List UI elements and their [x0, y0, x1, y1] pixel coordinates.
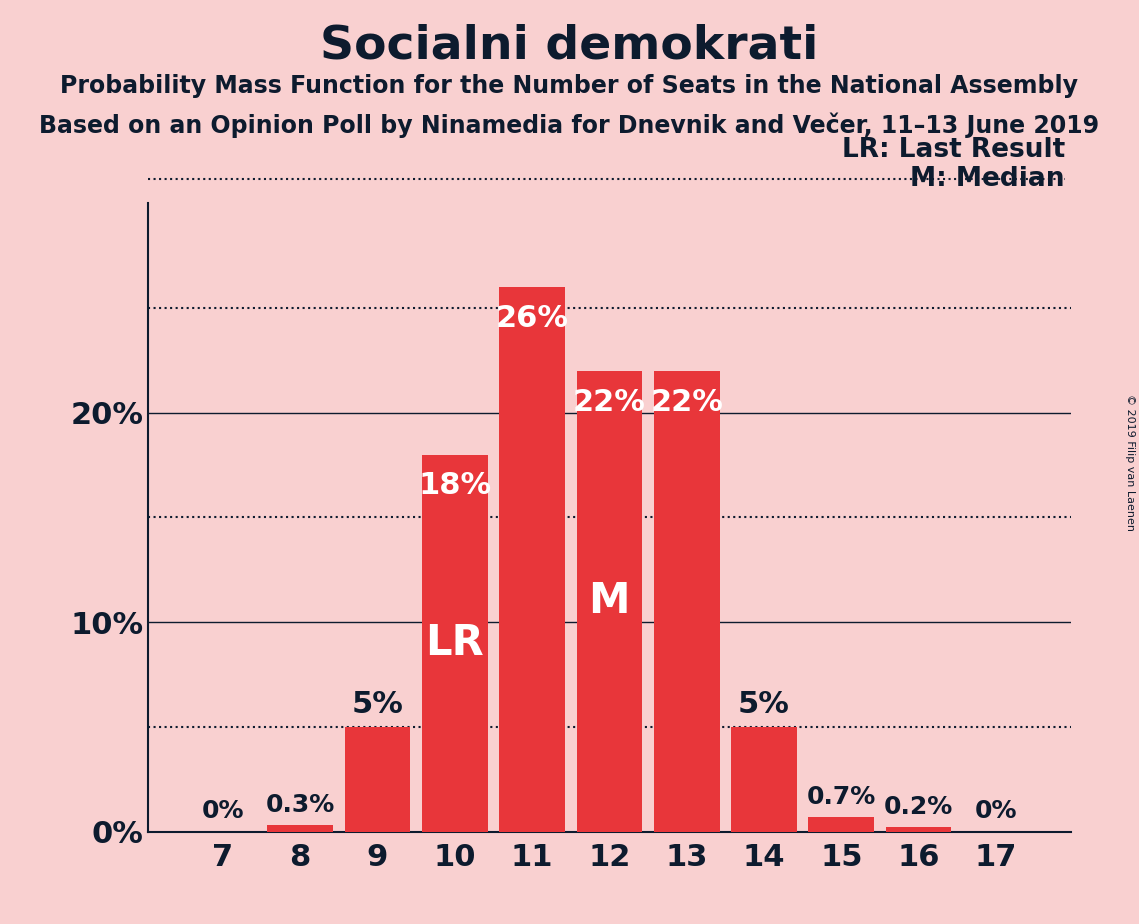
- Bar: [421, 455, 487, 832]
- Bar: [499, 287, 565, 832]
- Bar: [576, 371, 642, 832]
- Text: 18%: 18%: [418, 471, 491, 501]
- Text: Based on an Opinion Poll by Ninamedia for Dnevnik and Večer, 11–13 June 2019: Based on an Opinion Poll by Ninamedia fo…: [40, 113, 1099, 139]
- Text: 0%: 0%: [202, 799, 244, 823]
- Text: Socialni demokrati: Socialni demokrati: [320, 23, 819, 68]
- Text: M: M: [589, 580, 630, 622]
- Bar: [809, 817, 874, 832]
- Text: LR: LR: [425, 622, 484, 664]
- Text: LR: Last Result: LR: Last Result: [842, 137, 1065, 163]
- Bar: [345, 727, 410, 832]
- Text: 22%: 22%: [573, 387, 646, 417]
- Text: 0.3%: 0.3%: [265, 793, 335, 817]
- Text: © 2019 Filip van Laenen: © 2019 Filip van Laenen: [1125, 394, 1134, 530]
- Text: M: Median: M: Median: [910, 166, 1065, 192]
- Text: 0%: 0%: [975, 799, 1017, 823]
- Text: 22%: 22%: [650, 387, 723, 417]
- Bar: [268, 825, 333, 832]
- Text: 0.2%: 0.2%: [884, 795, 953, 819]
- Bar: [731, 727, 797, 832]
- Bar: [654, 371, 720, 832]
- Bar: [886, 827, 951, 832]
- Text: 0.7%: 0.7%: [806, 784, 876, 808]
- Text: 5%: 5%: [352, 689, 403, 719]
- Text: 5%: 5%: [738, 689, 790, 719]
- Text: 26%: 26%: [495, 304, 568, 333]
- Text: Probability Mass Function for the Number of Seats in the National Assembly: Probability Mass Function for the Number…: [60, 74, 1079, 98]
